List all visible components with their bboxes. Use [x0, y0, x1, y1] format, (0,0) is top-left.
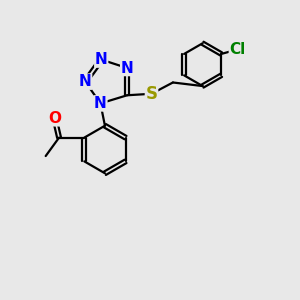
Text: Cl: Cl — [230, 42, 246, 57]
Text: O: O — [48, 111, 61, 126]
Text: N: N — [94, 96, 107, 111]
Text: S: S — [146, 85, 158, 103]
Text: N: N — [79, 74, 92, 89]
Text: N: N — [121, 61, 134, 76]
Text: N: N — [95, 52, 108, 67]
